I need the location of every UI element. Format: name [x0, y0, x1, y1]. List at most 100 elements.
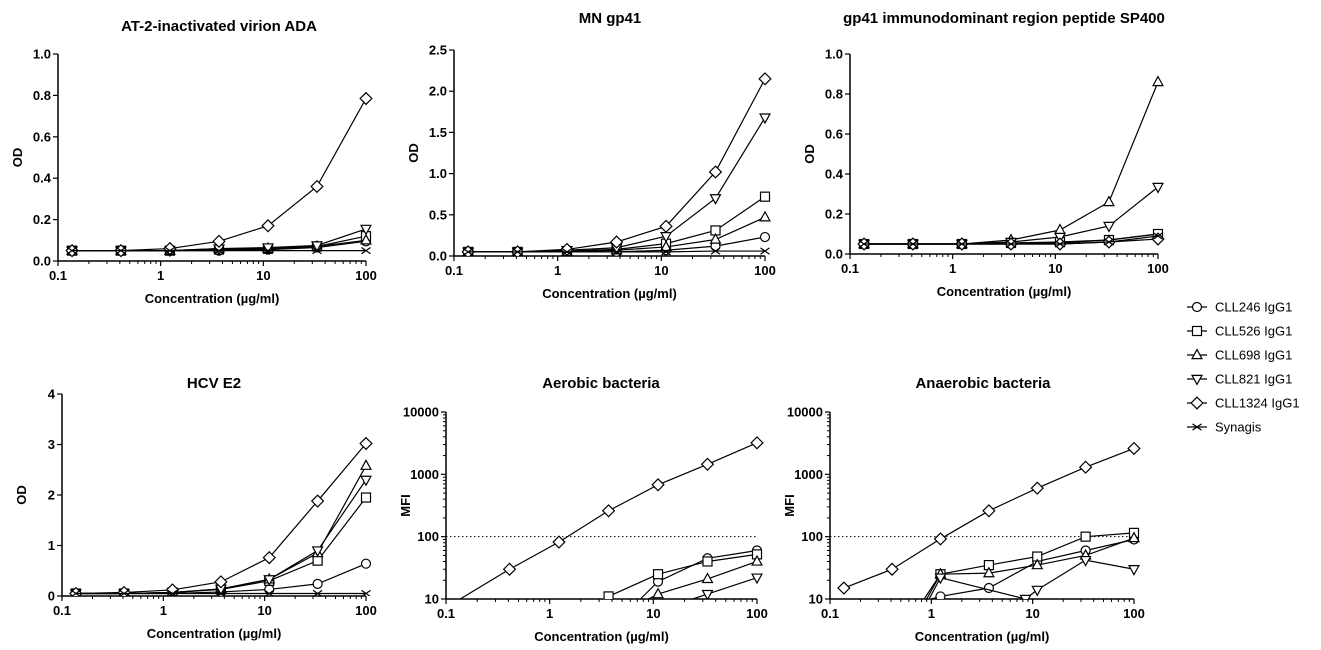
y-tick-label: 100 — [417, 529, 439, 544]
y-tick-label: 2.0 — [429, 84, 447, 99]
data-point-cll1324-igg1 — [310, 179, 324, 194]
y-tick-label: 1.5 — [429, 125, 447, 140]
data-point-cll526-igg1 — [603, 591, 614, 599]
y-tick-label: 0.4 — [33, 171, 52, 186]
y-axis-label: MFI — [782, 494, 797, 516]
data-point-synagis — [957, 240, 967, 248]
legend-item: CLL821 IgG1 — [1187, 372, 1292, 387]
data-point-cll1324-igg1 — [659, 219, 673, 234]
x-tick-label: 10 — [257, 603, 271, 618]
data-point-cll1324-igg1 — [1078, 460, 1093, 474]
data-point-cll821-igg1 — [1079, 555, 1092, 567]
legend-label: CLL821 IgG1 — [1215, 372, 1292, 387]
data-point-synagis — [1153, 232, 1163, 240]
legend-marker-triangle-up — [1191, 348, 1203, 360]
data-point-cll1324-igg1 — [651, 478, 665, 492]
x-tick-label: 0.1 — [49, 268, 67, 283]
data-point-cll246-igg1 — [360, 558, 372, 569]
legend-item: CLL246 IgG1 — [1187, 300, 1292, 315]
series-line-cll1324-igg1 — [459, 442, 758, 599]
data-point-cll1324-igg1 — [609, 235, 624, 249]
y-tick-label: 0.2 — [825, 207, 843, 222]
y-tick-label: 10000 — [403, 405, 439, 420]
data-point-cll821-igg1 — [1152, 182, 1164, 194]
data-point-synagis — [760, 247, 770, 255]
x-tick-label: 0.1 — [821, 606, 839, 621]
data-point-synagis — [1006, 240, 1016, 248]
legend-item: CLL1324 IgG1 — [1187, 396, 1300, 411]
x-tick-label: 10 — [646, 606, 660, 621]
legend-item: Synagis — [1187, 420, 1262, 435]
data-point-cll1324-igg1 — [1127, 441, 1141, 456]
y-tick-label: 2 — [48, 488, 55, 503]
x-tick-label: 1 — [157, 268, 164, 283]
x-tick-label: 100 — [355, 603, 377, 618]
data-point-cll698-igg1 — [751, 554, 763, 566]
data-point-cll1324-igg1 — [214, 575, 228, 589]
data-point-synagis — [214, 247, 224, 255]
y-axis-label: OD — [14, 485, 29, 505]
data-point-cll821-igg1 — [263, 575, 276, 586]
chart-title: HCV E2 — [187, 375, 241, 392]
series-line-cll526-igg1 — [608, 553, 758, 597]
data-point-synagis — [661, 248, 671, 256]
chart-panel-3: gp41 immunodominant region peptide SP400… — [802, 10, 1169, 299]
data-point-cll1324-igg1 — [502, 562, 517, 576]
legend-item: CLL698 IgG1 — [1187, 348, 1292, 363]
y-tick-label: 100 — [801, 529, 823, 544]
data-point-cll698-igg1 — [360, 459, 372, 470]
data-point-synagis — [312, 247, 322, 255]
legend-marker-circle — [1191, 301, 1203, 313]
data-point-cll698-igg1 — [982, 566, 995, 578]
data-point-synagis — [167, 589, 178, 596]
x-tick-label: 1 — [949, 261, 956, 276]
data-point-cll698-igg1 — [701, 572, 714, 584]
series-line-cll698-igg1 — [75, 465, 367, 595]
data-point-cll821-igg1 — [701, 589, 714, 599]
data-point-cll1324-igg1 — [708, 165, 723, 179]
data-point-cll821-igg1 — [759, 113, 771, 125]
y-tick-label: 0.8 — [825, 87, 843, 102]
x-tick-label: 100 — [746, 606, 768, 621]
data-point-cll1324-igg1 — [700, 457, 715, 471]
chart-title: MN gp41 — [579, 10, 642, 27]
y-tick-label: 0.8 — [33, 88, 51, 103]
y-tick-label: 1 — [48, 538, 55, 553]
data-point-cll821-igg1 — [934, 573, 947, 585]
legend-marker-triangle-down — [1191, 374, 1203, 386]
series-line-cll246-igg1 — [639, 549, 758, 599]
y-tick-label: 1.0 — [429, 166, 447, 181]
y-tick-label: 3 — [48, 437, 55, 452]
x-tick-label: 0.1 — [437, 606, 455, 621]
x-axis-label: Concentration (µg/ml) — [937, 284, 1072, 299]
data-point-cll821-igg1 — [360, 475, 372, 487]
data-point-cll821-igg1 — [1103, 221, 1115, 233]
data-point-synagis — [710, 247, 721, 255]
data-point-cll1324-igg1 — [837, 581, 851, 595]
chart-title: gp41 immunodominant region peptide SP400 — [843, 10, 1165, 27]
data-point-synagis — [512, 248, 523, 256]
data-point-cll1324-igg1 — [758, 72, 772, 86]
x-tick-label: 1 — [546, 606, 553, 621]
legend: CLL246 IgG1 CLL526 IgG1 CLL698 IgG1 CLL821 … — [1187, 300, 1300, 435]
y-tick-label: 0.2 — [33, 212, 51, 227]
x-tick-label: 10 — [1025, 606, 1039, 621]
chart-panel-5: Aerobic bacteria 10 100 1000 10000 0.1 1 10 100 C… — [398, 375, 768, 644]
data-point-cll821-igg1 — [311, 546, 324, 558]
x-tick-label: 0.1 — [841, 261, 859, 276]
data-point-cll698-igg1 — [709, 232, 722, 244]
x-tick-label: 100 — [1123, 606, 1145, 621]
data-point-cll698-igg1 — [652, 587, 664, 599]
data-point-cll1324-igg1 — [359, 436, 373, 451]
x-tick-label: 100 — [754, 263, 776, 278]
chart-title: Aerobic bacteria — [542, 375, 660, 392]
y-axis-label: OD — [406, 143, 421, 163]
chart-panel-4: HCV E2 0 1 2 3 4 0.1 1 10 100 Concentration (µg/ml… — [14, 375, 377, 641]
data-point-cll1324-igg1 — [885, 562, 899, 576]
data-point-cll1324-igg1 — [359, 91, 373, 106]
y-axis-label: OD — [10, 148, 25, 168]
data-point-synagis — [216, 589, 226, 596]
x-tick-label: 1 — [160, 603, 167, 618]
y-tick-label: 10 — [425, 592, 439, 607]
y-tick-label: 1.0 — [825, 47, 843, 62]
